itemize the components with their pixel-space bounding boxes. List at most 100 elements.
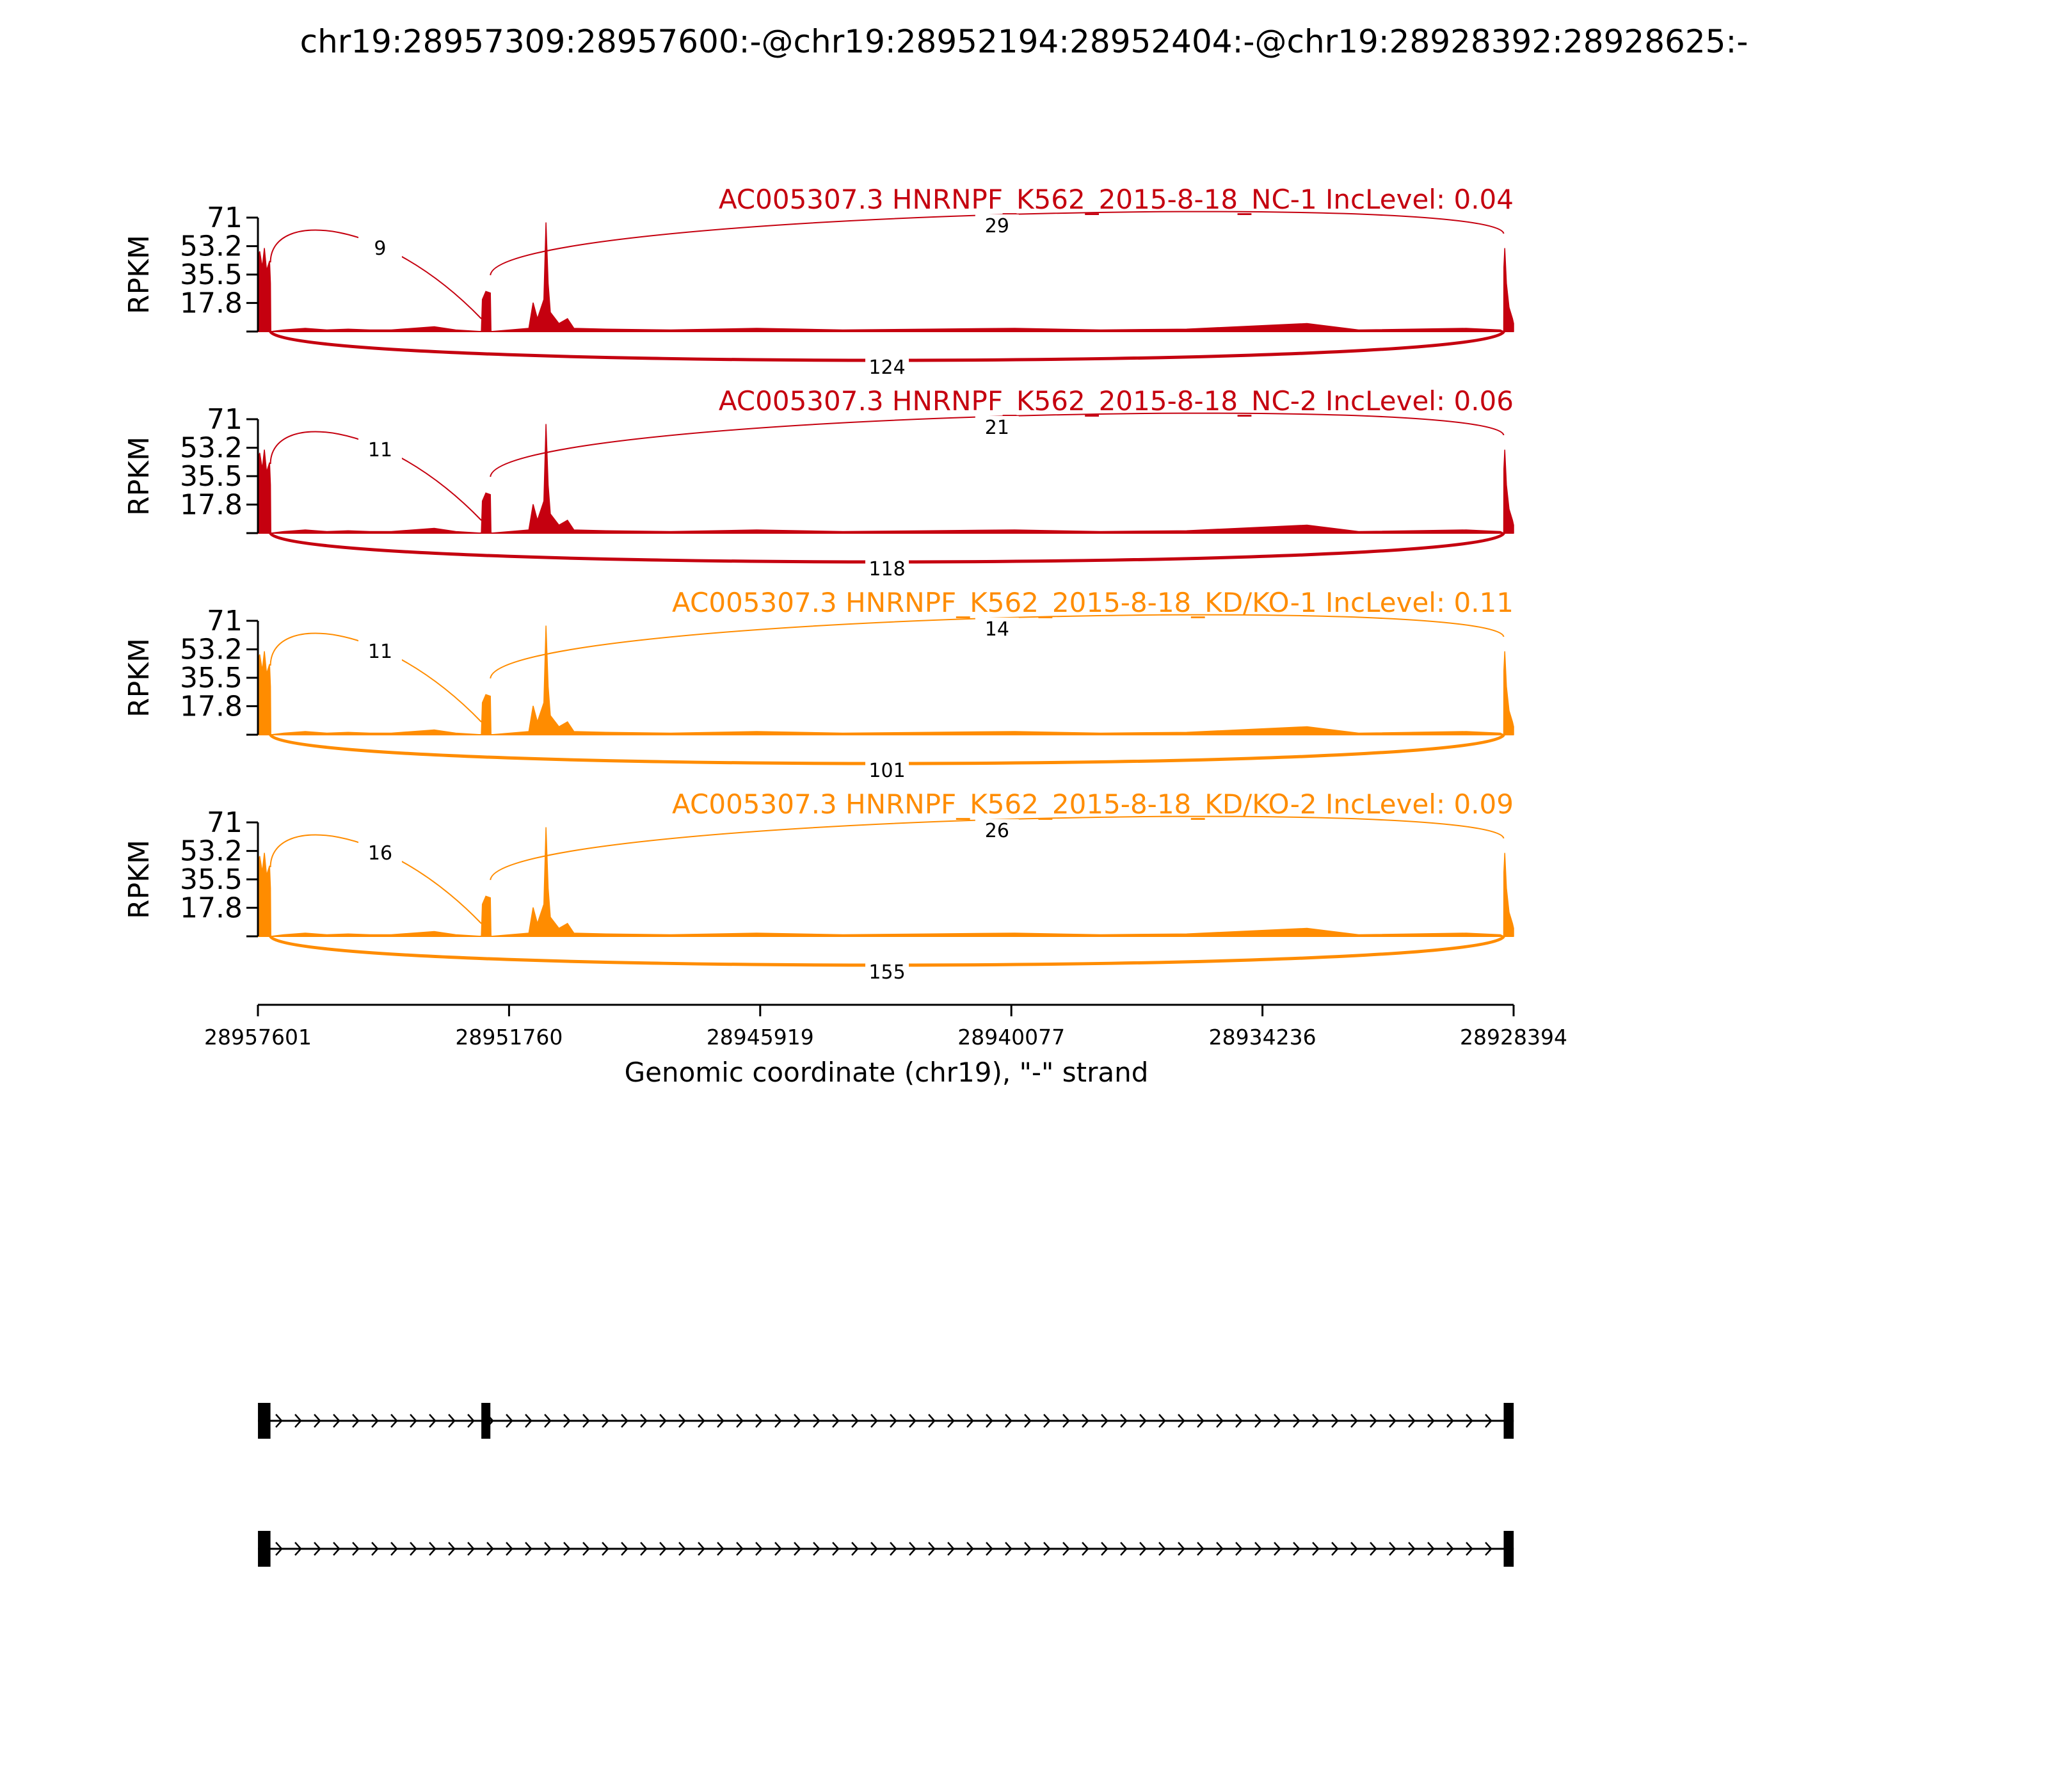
junction-label-box <box>865 356 909 378</box>
strand-arrow <box>909 1414 916 1428</box>
strand-arrow <box>1158 1542 1166 1556</box>
strand-arrow <box>870 1542 878 1556</box>
strand-arrow <box>1331 1414 1339 1428</box>
strand-arrow <box>1024 1542 1032 1556</box>
x-axis: 28957601 28951760 28945919 28940077 28934236… <box>204 1004 1567 1050</box>
coverage-area <box>257 625 1514 736</box>
strand-arrow <box>352 1414 360 1428</box>
track-title: AC005307.3 HNRNPF_K562_2015-8-18_KD/KO-2… <box>672 788 1514 820</box>
strand-arrow <box>1254 1542 1262 1556</box>
strand-arrow <box>890 1542 897 1556</box>
junction-count-label: 11 <box>368 641 392 663</box>
exon-block <box>258 1531 271 1567</box>
strand-arrow <box>1312 1414 1320 1428</box>
junction-count-label: 118 <box>868 558 905 580</box>
strand-arrow <box>1062 1542 1070 1556</box>
strand-arrow <box>448 1414 456 1428</box>
strand-arrow <box>429 1542 436 1556</box>
strand-arrow <box>774 1542 782 1556</box>
strand-arrow <box>986 1414 993 1428</box>
strand-arrow <box>582 1414 590 1428</box>
strand-arrow <box>1178 1542 1185 1556</box>
strand-arrow <box>832 1414 840 1428</box>
junction-count-label: 26 <box>985 820 1009 842</box>
strand-arrow <box>352 1542 360 1556</box>
strand-arrow <box>506 1414 513 1428</box>
y-tick-label: 17.8 <box>180 690 243 723</box>
strand-arrow <box>1101 1414 1108 1428</box>
y-tick-label: 35.5 <box>180 259 243 291</box>
strand-arrow <box>1139 1542 1147 1556</box>
x-tick-label: 28957601 <box>204 1025 312 1050</box>
strand-arrow <box>698 1414 705 1428</box>
strand-arrow <box>1005 1414 1012 1428</box>
strand-arrow <box>486 1542 494 1556</box>
junction-label-box <box>865 759 909 781</box>
junction-label-box <box>975 214 1019 236</box>
strand-arrow <box>621 1414 628 1428</box>
strand-arrow <box>1446 1542 1454 1556</box>
strand-arrow <box>1370 1542 1377 1556</box>
junction-arc <box>269 229 482 319</box>
y-tick-label: 53.2 <box>180 432 243 465</box>
junction-count-label: 21 <box>985 417 1009 439</box>
strand-arrow <box>1197 1414 1204 1428</box>
strand-arrow <box>582 1542 590 1556</box>
exon-block <box>481 1403 491 1439</box>
strand-arrow <box>870 1414 878 1428</box>
strand-arrow <box>794 1542 801 1556</box>
strand-arrow <box>1062 1414 1070 1428</box>
junction-label-box <box>975 618 1019 639</box>
strand-arrow <box>448 1542 456 1556</box>
strand-arrow <box>1082 1542 1089 1556</box>
strand-arrow <box>736 1414 744 1428</box>
y-axis-label: RPKM <box>123 638 156 717</box>
y-axis-label: RPKM <box>123 235 156 314</box>
strand-arrow <box>1293 1414 1300 1428</box>
strand-arrow <box>1293 1542 1300 1556</box>
strand-arrow <box>640 1542 648 1556</box>
strand-arrow <box>314 1542 321 1556</box>
strand-arrow <box>928 1542 936 1556</box>
coverage-area <box>257 222 1514 333</box>
strand-arrow <box>314 1414 321 1428</box>
strand-arrow <box>1082 1414 1089 1428</box>
junction-label-box <box>865 557 909 579</box>
y-tick-label: 35.5 <box>180 662 243 694</box>
junction-label-box <box>358 237 402 259</box>
strand-arrow <box>333 1542 340 1556</box>
strand-arrow <box>678 1414 686 1428</box>
strand-arrow <box>506 1542 513 1556</box>
strand-arrow <box>966 1414 974 1428</box>
y-tick-label: 35.5 <box>180 460 243 493</box>
exon-block <box>1503 1403 1514 1439</box>
junction-label-box <box>975 819 1019 841</box>
strand-arrow <box>640 1414 648 1428</box>
y-tick-label: 71 <box>207 605 243 637</box>
strand-arrow <box>736 1542 744 1556</box>
strand-arrow <box>602 1542 609 1556</box>
strand-arrow <box>1120 1542 1128 1556</box>
strand-arrow <box>390 1414 398 1428</box>
figure-title: chr19:28957309:28957600:-@chr19:28952194… <box>300 23 1748 60</box>
junction-count-label: 101 <box>868 760 905 782</box>
strand-arrow <box>1408 1414 1416 1428</box>
strand-arrow <box>1331 1542 1339 1556</box>
x-axis-label: Genomic coordinate (chr19), "-" strand <box>625 1057 1149 1088</box>
junction-label-box <box>358 438 402 460</box>
strand-arrow <box>659 1414 667 1428</box>
junction-label-box <box>358 640 402 662</box>
strand-arrow <box>813 1542 820 1556</box>
strand-arrow <box>410 1542 417 1556</box>
strand-arrow <box>966 1542 974 1556</box>
strand-arrow <box>1389 1414 1396 1428</box>
strand-arrow <box>544 1542 552 1556</box>
strand-arrow <box>390 1542 398 1556</box>
strand-arrow <box>1139 1414 1147 1428</box>
strand-arrow <box>1485 1542 1492 1556</box>
coverage-area <box>257 424 1514 534</box>
